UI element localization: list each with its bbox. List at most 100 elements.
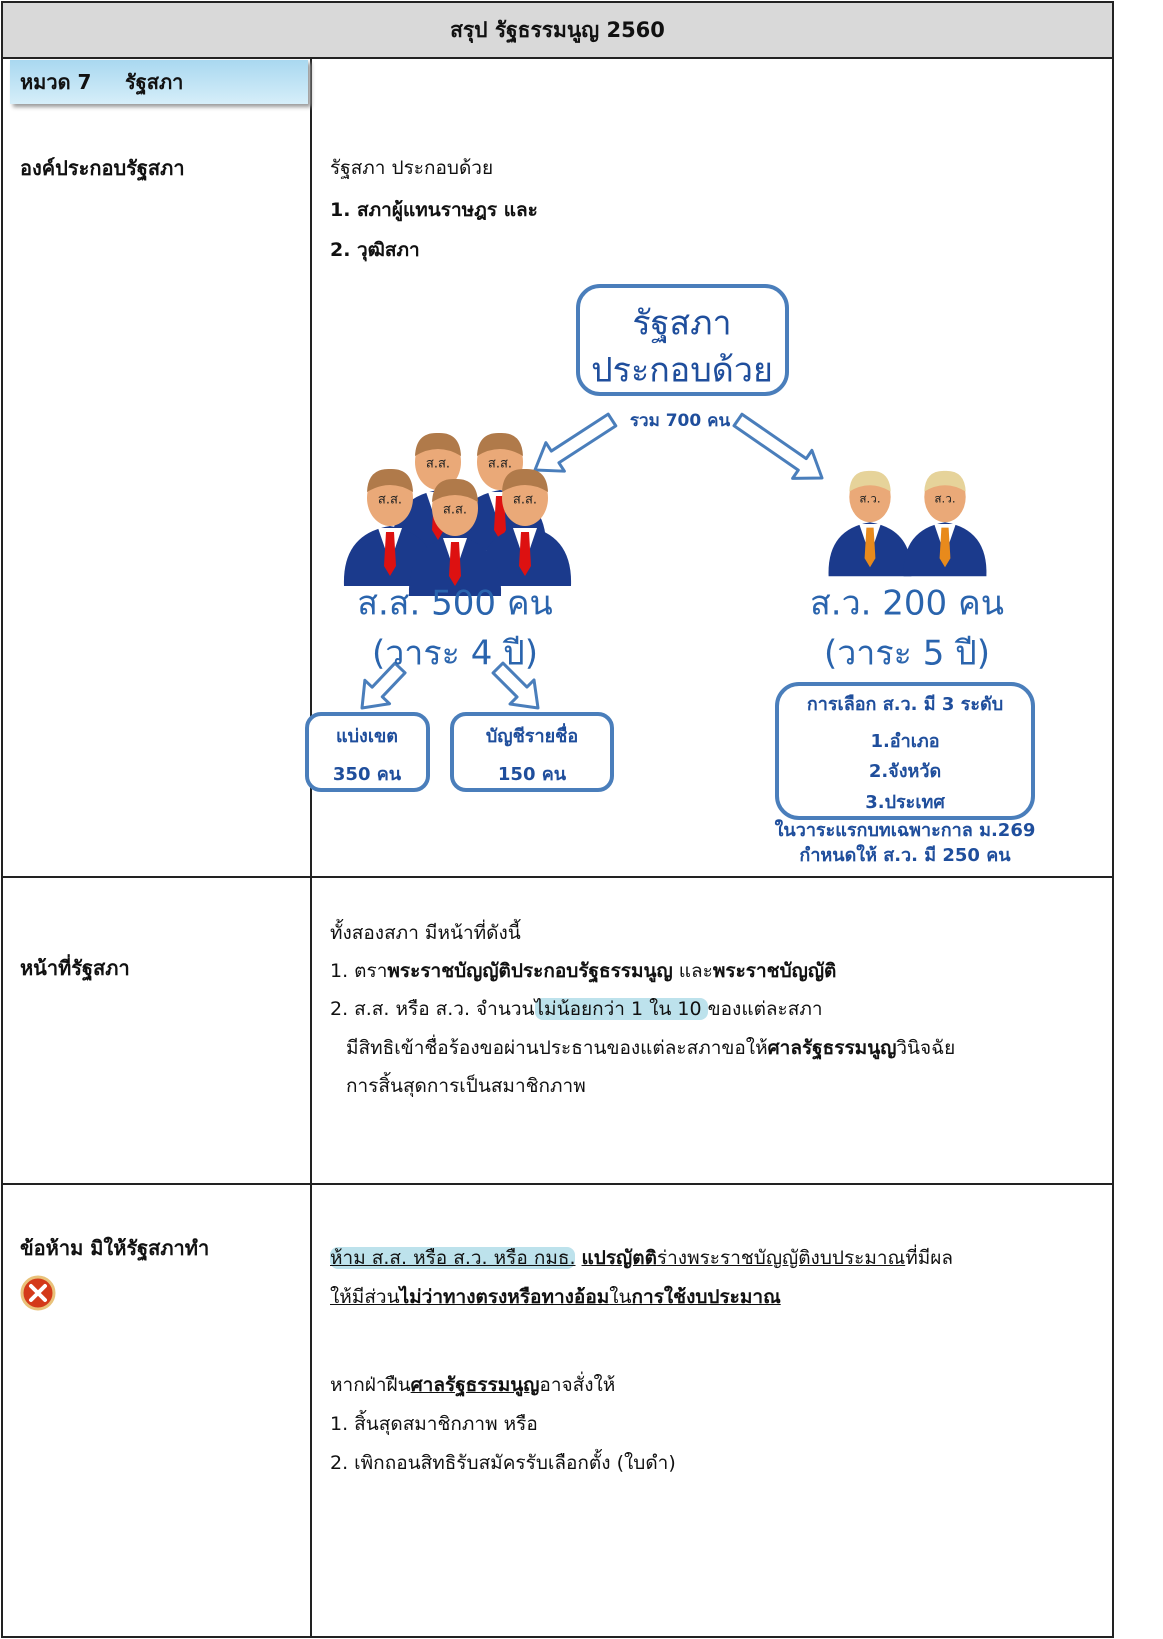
text-segment: มีสิทธิเข้าชื่อร้องขอผ่านประธานของแต่ละส…: [346, 1037, 768, 1059]
person-icon: ส.ส.: [478, 468, 572, 586]
hair: [502, 468, 548, 492]
text-segment: 1. สิ้นสุดสมาชิกภาพ หรือ: [330, 1413, 538, 1435]
text-segment: รัฐสภา ประกอบด้วย: [330, 157, 494, 179]
chapter-name: รัฐสภา: [125, 70, 184, 94]
chapter-number: หมวด 7: [20, 70, 92, 94]
icon-label: ส.ส.: [378, 493, 402, 508]
text-line: 2. ส.ส. หรือ ส.ว. จำนวนไม่น้อยกว่า 1 ใน …: [330, 994, 823, 1024]
person-icon: ส.ว.: [903, 470, 987, 577]
text-line: หากฝ่าฝืนศาลรัฐธรรมนูญอาจสั่งให้: [330, 1370, 615, 1400]
title: สรุป รัฐธรรมนูญ 2560: [450, 18, 665, 42]
hair: [849, 470, 891, 492]
text-segment: การใช้งบประมาณ: [631, 1286, 781, 1308]
text-segment: การสิ้นสุดการเป็นสมาชิกภาพ: [346, 1075, 586, 1097]
border: [1112, 1, 1114, 1638]
border: [1, 1, 1114, 3]
diagram-text: การเลือก ส.ว. มี 3 ระดับ: [807, 694, 1003, 715]
chapter-box: [10, 60, 308, 104]
text-segment: ศาลรัฐธรรมนูญ: [767, 1037, 897, 1059]
border: [1, 1183, 1114, 1185]
tie: [494, 496, 506, 540]
text-segment: ใน: [609, 1286, 632, 1308]
diagram-text: 350 คน: [333, 764, 402, 785]
icon-label: ส.ส.: [443, 503, 467, 518]
box: [305, 712, 430, 792]
text-segment: ร่างพระราชบัญญัติงบประมาณ: [656, 1247, 906, 1269]
text-segment: วินิจฉัย: [896, 1037, 956, 1059]
text-line: รัฐสภา ประกอบด้วย: [330, 153, 493, 183]
icon-label: ส.ส.: [488, 457, 512, 472]
text-segment: แปรญัตติ: [581, 1247, 657, 1269]
text-line: 1. สภาผู้แทนราษฎร และ: [330, 195, 538, 225]
arrow: [360, 661, 407, 710]
icon-label: ส.ส.: [426, 457, 450, 472]
diagram-text: (วาระ 4 ปี): [372, 634, 538, 674]
icon-label: ส.ว.: [934, 491, 955, 505]
text-line: 2. วุฒิสภา: [330, 235, 420, 265]
text-segment: ให้มีส่วน: [330, 1286, 400, 1308]
arrow: [732, 412, 824, 480]
text-line: ให้มีส่วนไม่ว่าทางตรงหรือทางอ้อมในการใช้…: [330, 1282, 781, 1312]
text-segment: ทั้งสองสภา มีหน้าที่ดังนี้: [330, 922, 521, 944]
box: [450, 712, 614, 792]
text-segment: อาจสั่งให้: [539, 1374, 616, 1396]
person-icon: ส.ส.: [343, 468, 437, 586]
section-label: ข้อห้าม มิให้รัฐสภาทำ: [20, 1236, 210, 1260]
text-segment: หากฝ่าฝืน: [330, 1374, 411, 1396]
text-segment: ศาลรัฐธรรมนูญ: [410, 1374, 540, 1396]
text-line: 1. ตราพระราชบัญญัติประกอบรัฐธรรมนูญ และพ…: [330, 956, 836, 986]
tie: [384, 532, 396, 576]
prohibit-icon: [20, 1275, 56, 1311]
border: [1, 1636, 1114, 1638]
arrow: [491, 661, 540, 710]
diagram-text: กำหนดให้ ส.ว. มี 250 คน: [799, 844, 1011, 866]
person-icon: ส.ว.: [828, 470, 912, 577]
hair: [924, 470, 966, 492]
diagram-text: 150 คน: [498, 764, 567, 785]
hair: [432, 478, 478, 502]
hair: [415, 432, 461, 456]
diagram-text: ส.ว. 200 คน: [810, 584, 1004, 624]
diagram-text: แบ่งเขต: [336, 726, 398, 747]
border: [310, 57, 312, 1637]
box: [576, 284, 789, 396]
icon-label: ส.ว.: [859, 491, 880, 505]
text-line: ทั้งสองสภา มีหน้าที่ดังนี้: [330, 918, 521, 948]
hair: [367, 468, 413, 492]
person-icon: ส.ส.: [408, 478, 502, 596]
diagram-text: 1.อำเภอ: [870, 731, 939, 752]
diagram-text: 3.ประเทศ: [865, 792, 945, 813]
text-segment: 1. ตรา: [330, 960, 388, 982]
border: [1, 1, 3, 1638]
text-segment: พระราชบัญญัติ: [712, 960, 837, 982]
tie: [864, 527, 876, 568]
text-segment: ของแต่ละสภา: [707, 998, 823, 1020]
diagram-text: 2.จังหวัด: [869, 761, 941, 782]
border: [1, 57, 1114, 59]
icon-label: ส.ส.: [513, 493, 537, 508]
diagram-text: (วาระ 5 ปี): [824, 634, 990, 674]
tie: [939, 527, 951, 568]
text-line: การสิ้นสุดการเป็นสมาชิกภาพ: [346, 1071, 586, 1101]
box: [775, 682, 1035, 820]
text-segment: และ: [672, 960, 713, 982]
text-segment: 1. สภาผู้แทนราษฎร และ: [330, 199, 538, 221]
text-segment: ห้าม ส.ส. หรือ ส.ว. หรือ กมธ.: [330, 1247, 576, 1269]
hair: [477, 432, 523, 456]
text-line: ห้าม ส.ส. หรือ ส.ว. หรือ กมธ. แปรญัตติร่…: [330, 1243, 953, 1273]
text-segment: 2. ส.ส. หรือ ส.ว. จำนวน: [330, 998, 535, 1020]
text-line: 1. สิ้นสุดสมาชิกภาพ หรือ: [330, 1409, 538, 1439]
arrow: [533, 412, 618, 473]
text-segment: ไม่ว่าทางตรงหรือทางอ้อม: [399, 1286, 610, 1308]
text-segment: ไม่น้อยกว่า 1 ใน 10: [534, 998, 708, 1020]
text-segment: พระราชบัญญัติประกอบรัฐธรรมนูญ: [387, 960, 673, 982]
border: [1, 876, 1114, 878]
diagram-text: บัญชีรายชื่อ: [486, 723, 578, 747]
section-label: หน้าที่รัฐสภา: [20, 956, 130, 980]
header-bg: [2, 2, 1113, 58]
text-segment: 2. เพิกถอนสิทธิรับสมัครรับเลือกตั้ง (ใบด…: [330, 1452, 676, 1474]
tie: [449, 542, 461, 586]
diagram-text: ประกอบด้วย: [591, 351, 773, 391]
